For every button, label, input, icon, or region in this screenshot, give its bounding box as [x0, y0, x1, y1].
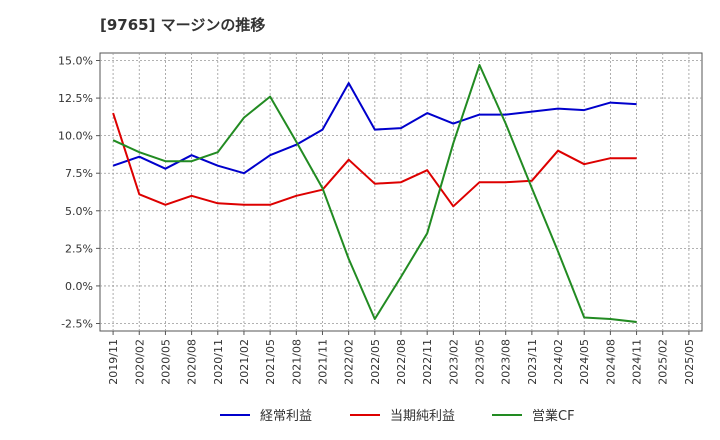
- chart-title: [9765] マージンの推移: [100, 16, 266, 34]
- series-lines: [112, 64, 637, 323]
- series-line-1: [112, 112, 637, 208]
- x-tick-label: 2022/05: [369, 339, 382, 385]
- x-tick-label: 2021/02: [238, 339, 251, 385]
- y-tick-label: 2.5%: [65, 242, 93, 255]
- x-tick-label: 2024/08: [604, 339, 617, 385]
- legend: 経常利益 当期純利益 営業CF: [220, 408, 575, 424]
- x-tick-label: 2020/02: [133, 339, 146, 385]
- y-tick-label: 5.0%: [65, 205, 93, 218]
- x-tick-label: 2020/08: [186, 339, 199, 385]
- y-tick-label: 10.0%: [58, 130, 93, 143]
- y-tick-label: -2.5%: [61, 317, 93, 330]
- x-tick-label: 2022/11: [421, 339, 434, 385]
- series-line-2: [112, 64, 637, 323]
- x-tick-label: 2024/11: [631, 339, 644, 385]
- x-tick-label: 2022/02: [343, 339, 356, 385]
- x-tick-label: 2020/05: [159, 339, 172, 385]
- x-tick-label: 2023/08: [500, 339, 513, 385]
- y-tick-label: 7.5%: [65, 167, 93, 180]
- x-tick-label: 2023/05: [474, 339, 487, 385]
- x-tick-label: 2024/05: [578, 339, 591, 385]
- plot-area: [99, 52, 703, 332]
- y-tick-label: 15.0%: [58, 55, 93, 68]
- y-tick-label: 12.5%: [58, 92, 93, 105]
- x-tick-label: 2019/11: [107, 339, 120, 385]
- x-tick-label: 2021/05: [264, 339, 277, 385]
- legend-label: 経常利益: [260, 409, 312, 424]
- x-tick-label: 2021/08: [290, 339, 303, 385]
- x-tick-label: 2024/02: [552, 339, 565, 385]
- legend-label: 営業CF: [532, 408, 575, 424]
- grid-lines: [100, 53, 702, 331]
- x-tick-label: 2023/02: [447, 339, 460, 385]
- x-tick-label: 2025/02: [657, 339, 670, 385]
- x-tick-label: 2023/11: [526, 339, 539, 385]
- x-tick-label: 2022/08: [395, 339, 408, 385]
- x-tick-label: 2021/11: [316, 339, 329, 385]
- legend-label: 当期純利益: [390, 409, 455, 424]
- x-axis-ticks: 2019/11 2020/02 2020/05 2020/08 2020/11 2021/…: [107, 331, 696, 385]
- x-tick-label: 2020/11: [212, 339, 225, 385]
- x-tick-label: 2025/05: [683, 339, 696, 385]
- y-axis-ticks: 15.0% 12.5% 10.0% 7.5% 5.0% 2.5% 0.0% -2.5%: [58, 55, 100, 330]
- y-tick-label: 0.0%: [65, 280, 93, 293]
